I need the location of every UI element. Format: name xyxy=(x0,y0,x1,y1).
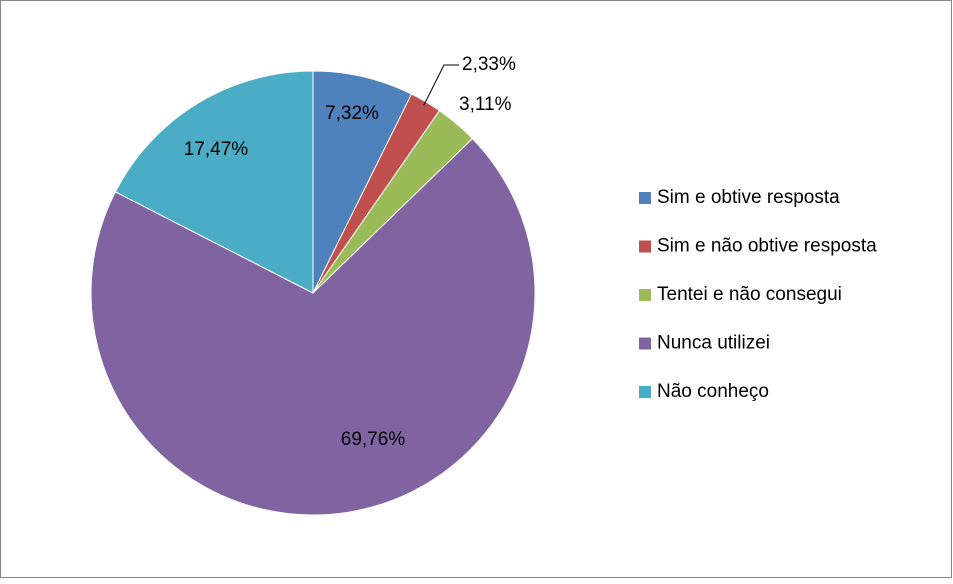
data-label: 2,33% xyxy=(462,54,516,75)
data-label: 69,76% xyxy=(341,429,406,450)
legend-label: Tentei e não consegui xyxy=(657,284,842,305)
legend-label: Não conheço xyxy=(657,381,769,402)
pie-slice xyxy=(114,70,314,294)
legend-swatch xyxy=(639,289,651,301)
legend-swatch xyxy=(639,240,651,253)
data-label: 3,11% xyxy=(459,94,512,115)
legend-swatch xyxy=(639,192,651,204)
leader-line xyxy=(423,64,459,106)
data-label: 17,47% xyxy=(184,139,249,160)
pie-slice xyxy=(90,137,536,516)
data-label: 7,32% xyxy=(325,103,379,124)
pie-slice xyxy=(312,70,413,294)
legend-label: Sim e não obtive resposta xyxy=(657,236,877,257)
legend-swatch xyxy=(639,386,651,398)
legend-swatch xyxy=(639,337,651,350)
legend-label: Nunca utilizei xyxy=(657,333,770,354)
legend-label: Sim e obtive resposta xyxy=(657,187,840,208)
